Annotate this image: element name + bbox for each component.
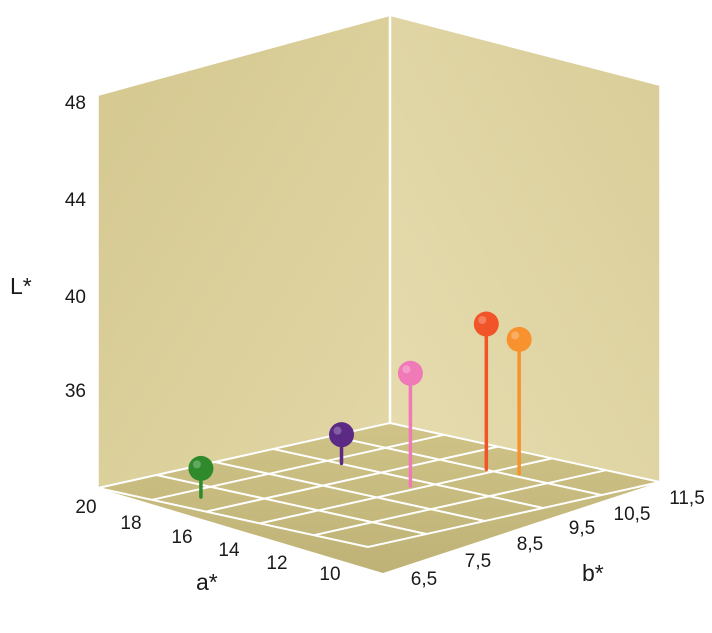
b-tick-label: 8,5 [517, 534, 543, 555]
b-tick-label: 6,5 [411, 569, 437, 590]
l-tick-label: 48 [65, 93, 86, 114]
a-tick-label: 18 [120, 513, 141, 534]
grid-line-b [205, 445, 499, 513]
grid-line-b [259, 457, 553, 525]
l-axis-ticks: 36 40 44 48 [65, 93, 87, 402]
grid-line-a [389, 422, 661, 483]
a-axis-label: a* [196, 569, 218, 595]
data-point [188, 455, 214, 481]
point-highlight [192, 460, 201, 469]
data-points [188, 311, 532, 499]
grid-line-b [367, 481, 661, 548]
a-tick-label: 16 [171, 527, 192, 548]
data-point [506, 326, 532, 352]
a-tick-label: 14 [218, 540, 240, 561]
grid-line-b [313, 469, 607, 537]
point-highlight [478, 315, 487, 324]
a-axis-ticks: 10 12 14 16 18 20 [75, 497, 340, 585]
l-axis-label: L* [10, 273, 32, 299]
point-highlight [511, 331, 520, 340]
a-tick-label: 10 [319, 564, 340, 585]
grid-line-a [272, 448, 544, 509]
b-axis-label: b* [582, 560, 604, 586]
point-highlight [333, 426, 342, 435]
grid-line-a [331, 435, 602, 496]
b-tick-label: 11,5 [669, 488, 705, 509]
a-tick-label: 12 [266, 553, 287, 574]
grid-line-a [214, 461, 486, 522]
l-tick-label: 40 [65, 287, 86, 308]
data-point [473, 311, 499, 337]
data-point [397, 360, 423, 386]
grid-line-a [97, 487, 369, 548]
l-tick-label: 36 [65, 381, 86, 402]
a-tick-label: 20 [75, 497, 96, 518]
b-tick-label: 9,5 [569, 518, 595, 539]
b-tick-label: 7,5 [465, 551, 491, 572]
b-axis-ticks: 6,5 7,5 8,5 9,5 10,5 11,5 [411, 488, 705, 590]
back-wall-right [390, 16, 660, 482]
point-highlight [402, 365, 411, 374]
b-tick-label: 10,5 [614, 504, 651, 525]
l-tick-label: 44 [65, 190, 87, 211]
data-point [329, 422, 355, 448]
back-wall-left [98, 16, 390, 488]
